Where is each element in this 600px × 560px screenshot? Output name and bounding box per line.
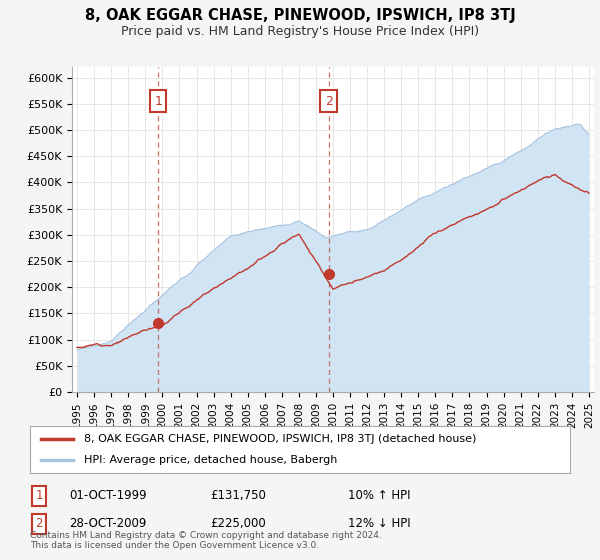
Text: £131,750: £131,750 [210,489,266,502]
Text: 28-OCT-2009: 28-OCT-2009 [69,517,146,530]
Text: 1: 1 [154,95,162,108]
Text: Contains HM Land Registry data © Crown copyright and database right 2024.
This d: Contains HM Land Registry data © Crown c… [30,530,382,550]
Text: 2: 2 [35,517,43,530]
Text: HPI: Average price, detached house, Babergh: HPI: Average price, detached house, Babe… [84,455,337,465]
Text: 1: 1 [35,489,43,502]
Text: 12% ↓ HPI: 12% ↓ HPI [348,517,410,530]
Text: Price paid vs. HM Land Registry's House Price Index (HPI): Price paid vs. HM Land Registry's House … [121,25,479,38]
Text: £225,000: £225,000 [210,517,266,530]
Text: 8, OAK EGGAR CHASE, PINEWOOD, IPSWICH, IP8 3TJ (detached house): 8, OAK EGGAR CHASE, PINEWOOD, IPSWICH, I… [84,434,476,444]
Text: 2: 2 [325,95,332,108]
Text: 8, OAK EGGAR CHASE, PINEWOOD, IPSWICH, IP8 3TJ: 8, OAK EGGAR CHASE, PINEWOOD, IPSWICH, I… [85,8,515,24]
Text: 01-OCT-1999: 01-OCT-1999 [69,489,146,502]
Text: 10% ↑ HPI: 10% ↑ HPI [348,489,410,502]
